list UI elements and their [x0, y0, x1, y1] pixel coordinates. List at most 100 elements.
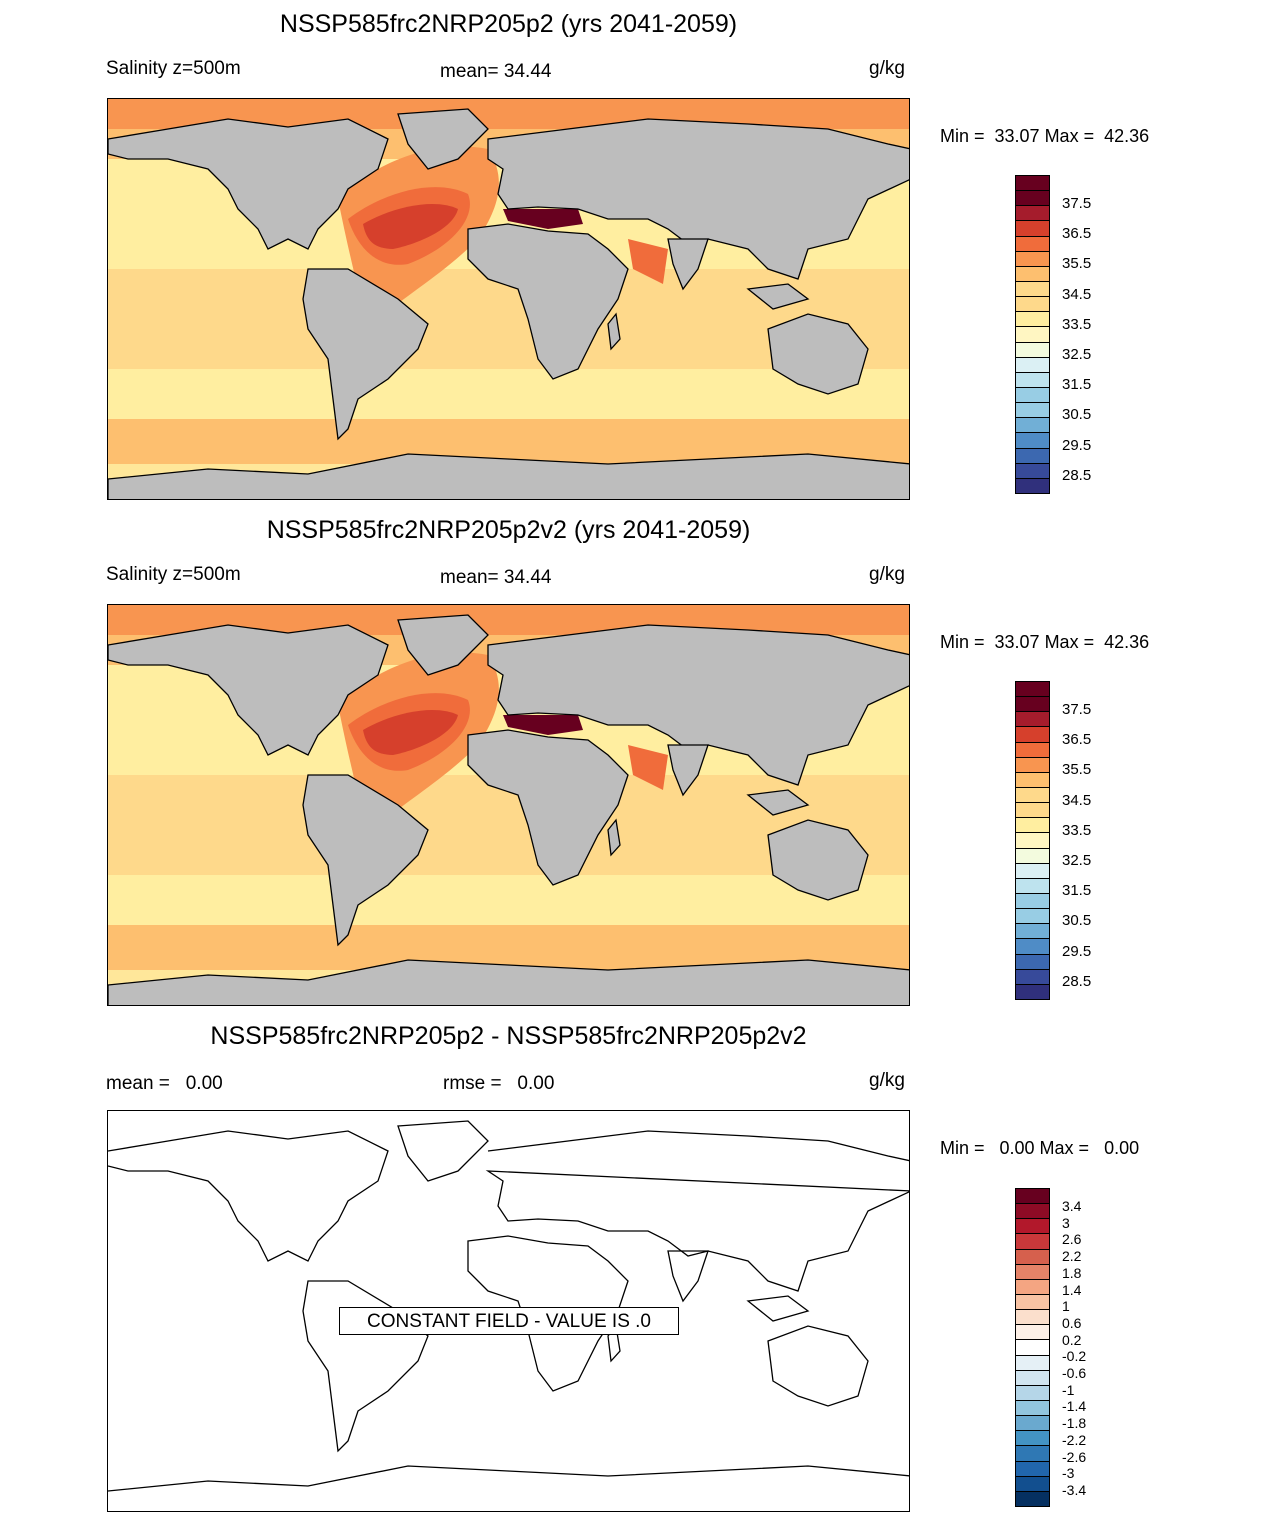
constant-field-label: CONSTANT FIELD - VALUE IS .0	[339, 1307, 679, 1335]
colorbar-tick-label: 34.5	[1062, 285, 1092, 303]
colorbar-tick-label: -2.6	[1062, 1448, 1087, 1465]
colorbar-box	[1015, 726, 1050, 743]
colorbar-tick-label: 1	[1062, 1298, 1070, 1315]
panel-2: NSSP585frc2NRP205p2v2 (yrs 2041-2059) Sa…	[0, 506, 1285, 1012]
colorbar-box	[1015, 235, 1050, 252]
salinity-map-svg	[108, 605, 909, 1005]
colorbar-box	[1015, 832, 1050, 849]
colorbar-box	[1015, 1309, 1050, 1326]
colorbar-box	[1015, 1233, 1050, 1250]
colorbar-box	[1015, 265, 1050, 282]
colorbar-box	[1015, 847, 1050, 864]
panel-title: NSSP585frc2NRP205p2 - NSSP585frc2NRP205p…	[210, 1022, 807, 1050]
panel-title: NSSP585frc2NRP205p2v2 (yrs 2041-2059)	[266, 516, 751, 544]
field-label: Salinity z=500m	[106, 58, 241, 79]
colorbar-box	[1015, 983, 1050, 1000]
colorbar-box	[1015, 1203, 1050, 1220]
colorbar-box	[1015, 953, 1050, 970]
panel-3: NSSP585frc2NRP205p2 - NSSP585frc2NRP205p…	[0, 1012, 1285, 1519]
panel-title: NSSP585frc2NRP205p2 (yrs 2041-2059)	[279, 10, 738, 38]
colorbar-box	[1015, 341, 1050, 358]
colorbar-tick-label: 36.5	[1062, 731, 1092, 749]
colorbar-box	[1015, 938, 1050, 955]
colorbar-tick-label: 32.5	[1062, 346, 1092, 363]
units-label: g/kg	[869, 1070, 905, 1091]
colorbar-box	[1015, 402, 1050, 419]
colorbar-tick-label: 3.4	[1062, 1198, 1082, 1214]
colorbar-tick-label: 0.2	[1062, 1331, 1082, 1348]
colorbar-box	[1015, 1248, 1050, 1265]
colorbar-box	[1015, 326, 1050, 343]
salinity-map	[107, 604, 910, 1006]
colorbar-box	[1015, 220, 1050, 237]
colorbar-box	[1015, 1460, 1050, 1477]
colorbar-tick-label: 32.5	[1062, 852, 1092, 869]
colorbar-tick-label: 31.5	[1062, 882, 1092, 900]
colorbar-box	[1015, 817, 1050, 834]
colorbar-box	[1015, 787, 1050, 804]
colorbar-tick-label: 29.5	[1062, 436, 1092, 454]
colorbar-tick-label: 34.5	[1062, 791, 1092, 809]
colorbar-tick-label: -1.4	[1062, 1398, 1087, 1415]
colorbar-tick-label: 33.5	[1062, 315, 1092, 333]
colorbar-box	[1015, 371, 1050, 388]
colorbar-tick-label: 35.5	[1062, 761, 1092, 779]
mean-label: mean= 34.44	[440, 61, 552, 82]
min-max-label: Min = 0.00 Max = 0.00	[940, 1138, 1140, 1158]
colorbar-box	[1015, 250, 1050, 267]
colorbar-tick-label: 30.5	[1062, 912, 1092, 930]
min-max-label: Min = 33.07 Max = 42.36	[940, 126, 1150, 146]
colorbar	[1015, 1188, 1050, 1507]
colorbar-tick-label: 30.5	[1062, 406, 1092, 424]
colorbar-tick-label: -3.4	[1062, 1481, 1087, 1498]
colorbar-box	[1015, 893, 1050, 910]
colorbar-tick-label: 37.5	[1062, 701, 1092, 718]
colorbar-tick-label: 3	[1062, 1214, 1070, 1231]
colorbar-box	[1015, 771, 1050, 788]
colorbar-tick-label: 33.5	[1062, 821, 1092, 839]
rmse-label: rmse = 0.00	[443, 1073, 555, 1094]
difference-map: CONSTANT FIELD - VALUE IS .0	[107, 1110, 910, 1512]
colorbar-box	[1015, 968, 1050, 985]
colorbar-tick-label: 31.5	[1062, 376, 1092, 394]
colorbar-box	[1015, 296, 1050, 313]
colorbar-box	[1015, 802, 1050, 819]
colorbar-box	[1015, 1188, 1050, 1205]
colorbar-tick-label: 28.5	[1062, 972, 1092, 990]
colorbar	[1015, 681, 1050, 1000]
colorbar-tick-label: -0.6	[1062, 1365, 1087, 1381]
colorbar-box	[1015, 756, 1050, 773]
colorbar-tick-label: -3	[1062, 1465, 1075, 1482]
colorbar-box	[1015, 477, 1050, 494]
colorbar-box	[1015, 1445, 1050, 1462]
colorbar-box	[1015, 862, 1050, 879]
colorbar-tick-label: 2.2	[1062, 1248, 1082, 1265]
colorbar-box	[1015, 432, 1050, 449]
salinity-map	[107, 98, 910, 500]
min-max-label: Min = 33.07 Max = 42.36	[940, 632, 1150, 652]
colorbar-tick-label: 0.6	[1062, 1314, 1082, 1331]
field-label: Salinity z=500m	[106, 564, 241, 585]
colorbar-tick-label: -2.2	[1062, 1431, 1087, 1448]
panel-1: NSSP585frc2NRP205p2 (yrs 2041-2059) Sali…	[0, 0, 1285, 506]
salinity-map-svg	[108, 99, 909, 499]
units-label: g/kg	[869, 58, 905, 79]
colorbar-box	[1015, 1415, 1050, 1432]
colorbar-box	[1015, 175, 1050, 192]
colorbar-box	[1015, 447, 1050, 464]
colorbar-box	[1015, 1369, 1050, 1386]
colorbar-tick-label: 37.5	[1062, 195, 1092, 212]
colorbar-box	[1015, 205, 1050, 222]
colorbar-tick-label: 1.8	[1062, 1264, 1082, 1281]
colorbar-box	[1015, 1475, 1050, 1492]
colorbar-box	[1015, 190, 1050, 207]
colorbar-box	[1015, 908, 1050, 925]
mean-label: mean = 0.00	[106, 1073, 223, 1094]
colorbar-box	[1015, 711, 1050, 728]
colorbar-box	[1015, 877, 1050, 894]
colorbar-tick-label: 1.4	[1062, 1281, 1082, 1298]
colorbar-tick-label: -0.2	[1062, 1348, 1087, 1365]
colorbar-box	[1015, 681, 1050, 698]
colorbar-box	[1015, 1218, 1050, 1235]
colorbar-box	[1015, 462, 1050, 479]
